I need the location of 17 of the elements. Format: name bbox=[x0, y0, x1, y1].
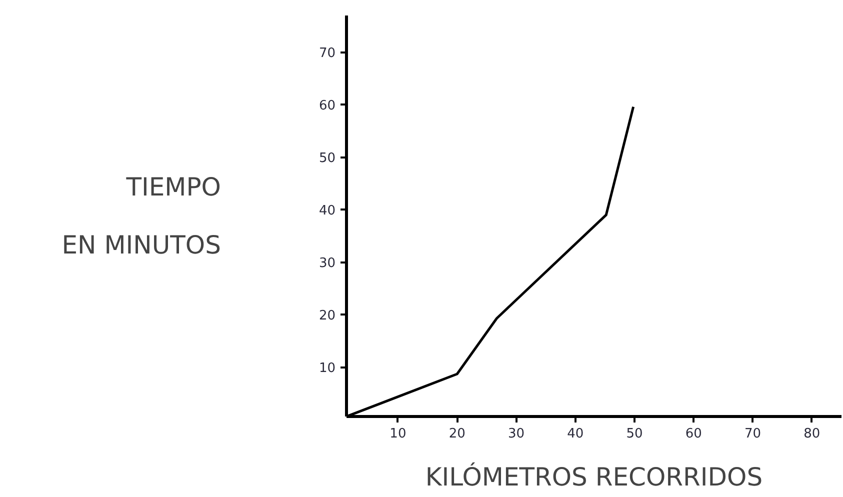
x-tick-label: 70 bbox=[744, 426, 762, 442]
x-tick-label: 10 bbox=[390, 426, 406, 442]
x-tick-label: 60 bbox=[685, 426, 702, 442]
x-tick-label: 30 bbox=[508, 426, 525, 442]
y-axis-title: TIEMPO EN MINUTOS bbox=[62, 172, 221, 260]
y-tick-label: 10 bbox=[318, 361, 336, 376]
x-tick-label: 80 bbox=[804, 426, 820, 442]
y-tick-label: 40 bbox=[318, 204, 336, 219]
y-tick-label: 30 bbox=[318, 256, 336, 272]
y-tick-label: 60 bbox=[318, 98, 336, 114]
x-axis-title: KILÓMETROS RECORRIDOS bbox=[425, 462, 763, 492]
y-tick-label: 50 bbox=[318, 151, 336, 166]
x-tick-label: 50 bbox=[626, 426, 643, 442]
x-tick-label: 40 bbox=[567, 426, 584, 442]
x-tick-label: 20 bbox=[448, 426, 466, 442]
y-tick-label: 20 bbox=[318, 308, 336, 324]
y-tick-label: 70 bbox=[318, 46, 336, 62]
